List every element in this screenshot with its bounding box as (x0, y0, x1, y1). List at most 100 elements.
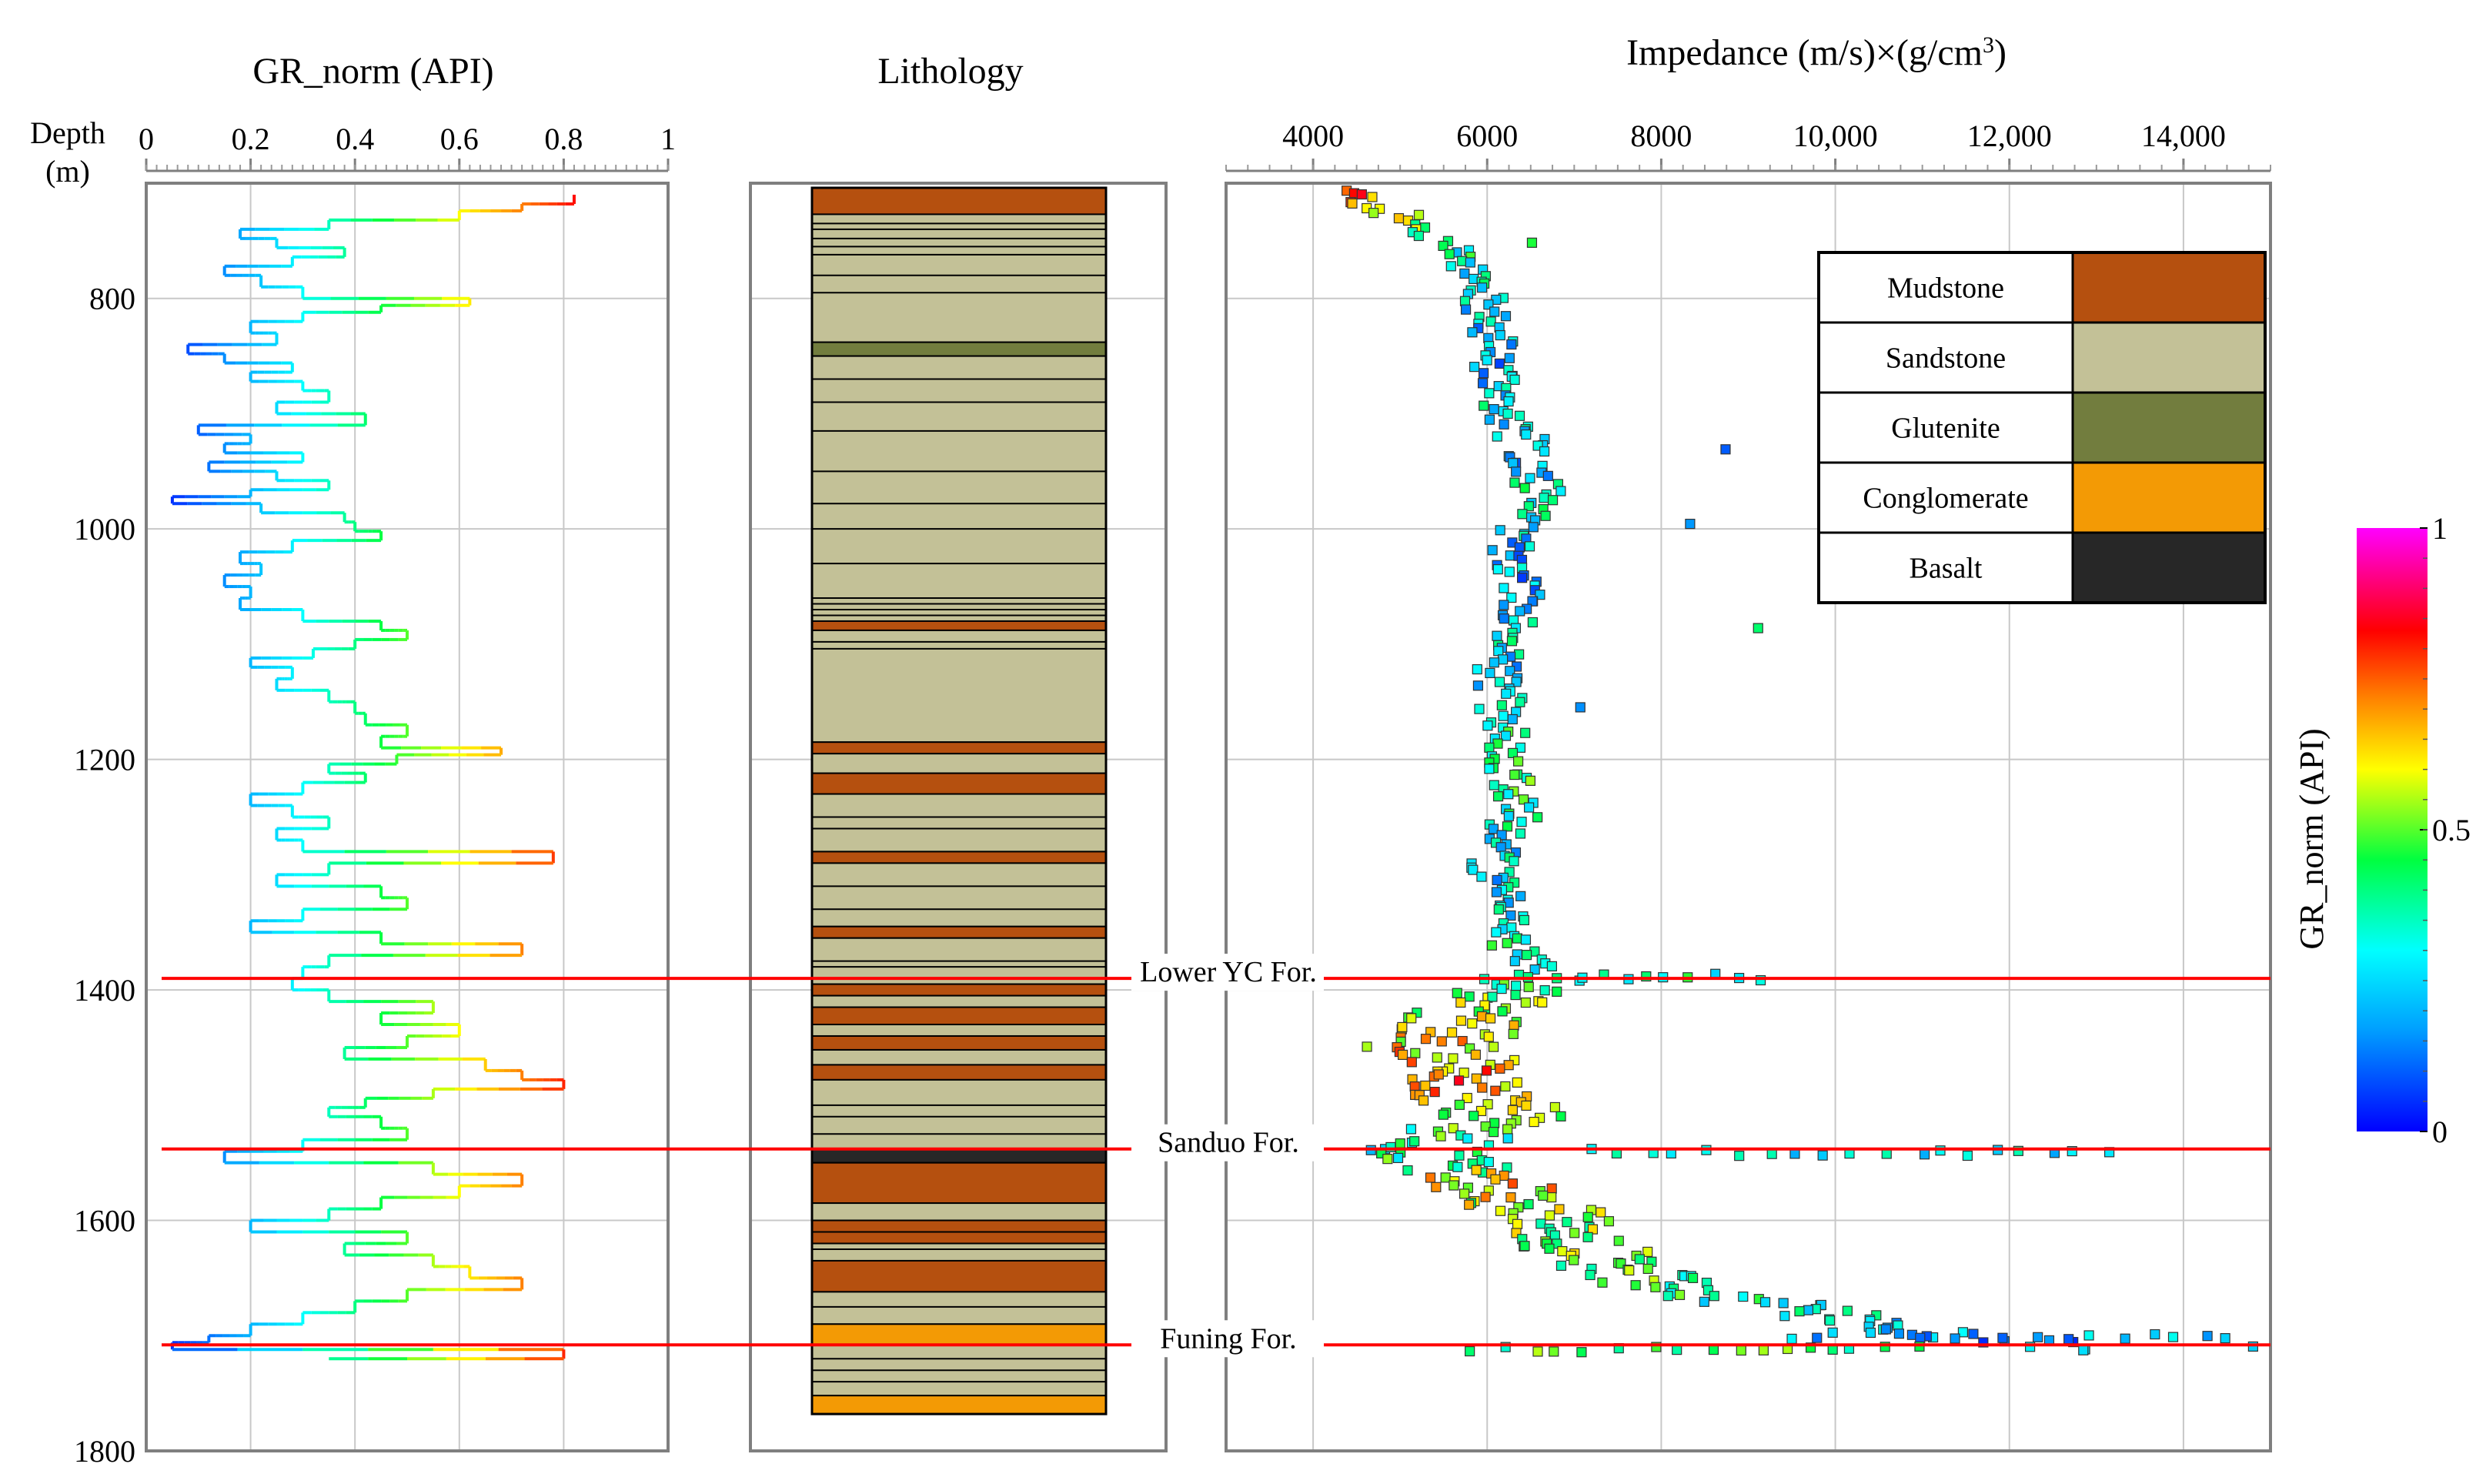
impedance-point (1582, 1212, 1593, 1222)
impedance-point (1467, 1018, 1478, 1029)
impedance-point (1554, 1204, 1565, 1215)
impedance-point (1488, 1127, 1499, 1138)
impedance-point (1493, 646, 1504, 657)
impedance-point (1495, 842, 1506, 853)
impedance-point (1817, 1150, 1828, 1161)
lithology-legend: Mudstone Sandstone Glutenite Conglomerate Ba… (1817, 251, 2267, 604)
impedance-point (1480, 1121, 1491, 1132)
impedance-point (1708, 1344, 1719, 1355)
impedance-point (1489, 657, 1499, 668)
impedance-point (1709, 1291, 1719, 1302)
impedance-point (1517, 509, 1528, 520)
impedance-point (1465, 1345, 1475, 1357)
impedance-point (1517, 573, 1528, 583)
impedance-point (1395, 1138, 1405, 1149)
impedance-point (1535, 1218, 1546, 1229)
impedance-point (1509, 856, 1519, 867)
impedance-point (1509, 769, 1520, 780)
impedance-point (1498, 654, 1509, 665)
impedance-point (1507, 1178, 1519, 1189)
impedance-point (1557, 1245, 1568, 1257)
impedance-point (1957, 1327, 1969, 1338)
impedance-point (1500, 1081, 1511, 1092)
impedance-point (1492, 791, 1504, 802)
impedance-point (1514, 649, 1525, 660)
impedance-point (1496, 984, 1507, 994)
lithology-column (810, 186, 1108, 1415)
lithology-interval-mudstone (811, 1064, 1107, 1081)
impedance-point (1455, 997, 1466, 1008)
impedance-point (1418, 1095, 1429, 1106)
impedance-point (1502, 1124, 1513, 1135)
impedance-point (1539, 985, 1550, 996)
lithology-interval-sandstone (811, 213, 1107, 343)
legend-swatch-conglomerate (2071, 461, 2267, 534)
impedance-point (1786, 1333, 1797, 1345)
gr-x-tick-label: 0.6 (440, 122, 479, 156)
impedance-point (1758, 1345, 1769, 1355)
legend-swatch-sandstone (2071, 321, 2267, 394)
impedance-point (1438, 240, 1448, 251)
impedance-point (1489, 1118, 1500, 1128)
impedance-point (1479, 400, 1489, 411)
impedance-point (1642, 1246, 1653, 1257)
impedance-point (1495, 1063, 1505, 1074)
impedance-point (1519, 914, 1530, 926)
impedance-point (1446, 1027, 1458, 1038)
lithology-interval-sandstone (811, 994, 1107, 1008)
lithology-interval-sandstone (811, 862, 1107, 928)
impedance-point (1502, 821, 1513, 832)
impedance-point (1444, 249, 1455, 259)
impedance-point (1881, 1148, 1892, 1159)
impedance-point (1477, 378, 1489, 389)
impedance-point (1865, 1327, 1876, 1339)
lithology-interval-mudstone (811, 983, 1107, 997)
impedance-point (1778, 1298, 1789, 1309)
impedance-point (1485, 1013, 1496, 1024)
impedance-point (1634, 1254, 1645, 1265)
impedance-point (1493, 904, 1504, 915)
impedance-point (1392, 1152, 1404, 1164)
impedance-point (1499, 613, 1509, 624)
impedance-point (1487, 991, 1498, 1002)
gr-log-panel: GR_norm (API) Depth (m) 0 0.2 0.4 0.6 0.8 1 8… (30, 51, 676, 1469)
impedance-point (1438, 1109, 1448, 1120)
impedance-point (1489, 306, 1500, 317)
lithology-interval-sandstone (811, 1048, 1107, 1066)
impedance-point (1459, 1188, 1470, 1199)
impedance-point (1393, 212, 1405, 224)
lithology-interval-mudstone (811, 1006, 1107, 1026)
formation-label: Sanduo For. (1158, 1127, 1299, 1159)
impedance-point (1514, 542, 1525, 553)
impedance-x-tick-labels: 4000 6000 8000 10,000 12,000 14,000 (1282, 119, 2226, 153)
impedance-point (1410, 1048, 1421, 1058)
impedance-point (1962, 1150, 1973, 1161)
lithology-interval-mudstone (811, 620, 1107, 631)
impedance-point (1510, 981, 1522, 991)
impedance-point (1472, 680, 1484, 691)
colorbar-tick-label: 0.5 (2432, 813, 2471, 847)
impedance-point (1454, 1150, 1465, 1161)
impedance-x-tick-label: 6000 (1456, 119, 1518, 153)
impedance-point (1523, 1198, 1534, 1210)
impedance-point (1498, 710, 1509, 721)
impedance-point (1503, 811, 1514, 821)
impedance-point (1483, 1157, 1494, 1168)
impedance-point (1505, 1192, 1516, 1203)
impedance-point (1429, 1086, 1440, 1098)
impedance-point (1492, 874, 1502, 886)
impedance-point (1502, 408, 1513, 419)
impedance-point (1382, 1154, 1393, 1165)
impedance-point (1409, 1081, 1420, 1092)
impedance-panel: Impedance (m/s)×(g/cm3) 4000 6000 8000 10,0… (1225, 32, 2272, 1452)
impedance-point (1506, 922, 1517, 933)
lithology-column-outline (810, 186, 1108, 1415)
impedance-point (1950, 1333, 1960, 1344)
impedance-point (2033, 1332, 2043, 1342)
impedance-point (1603, 1216, 1615, 1227)
impedance-point (1488, 1041, 1499, 1052)
impedance-point (1448, 1180, 1459, 1191)
impedance-point (1397, 1049, 1408, 1060)
impedance-point (1490, 1174, 1501, 1185)
impedance-point (1519, 483, 1530, 493)
